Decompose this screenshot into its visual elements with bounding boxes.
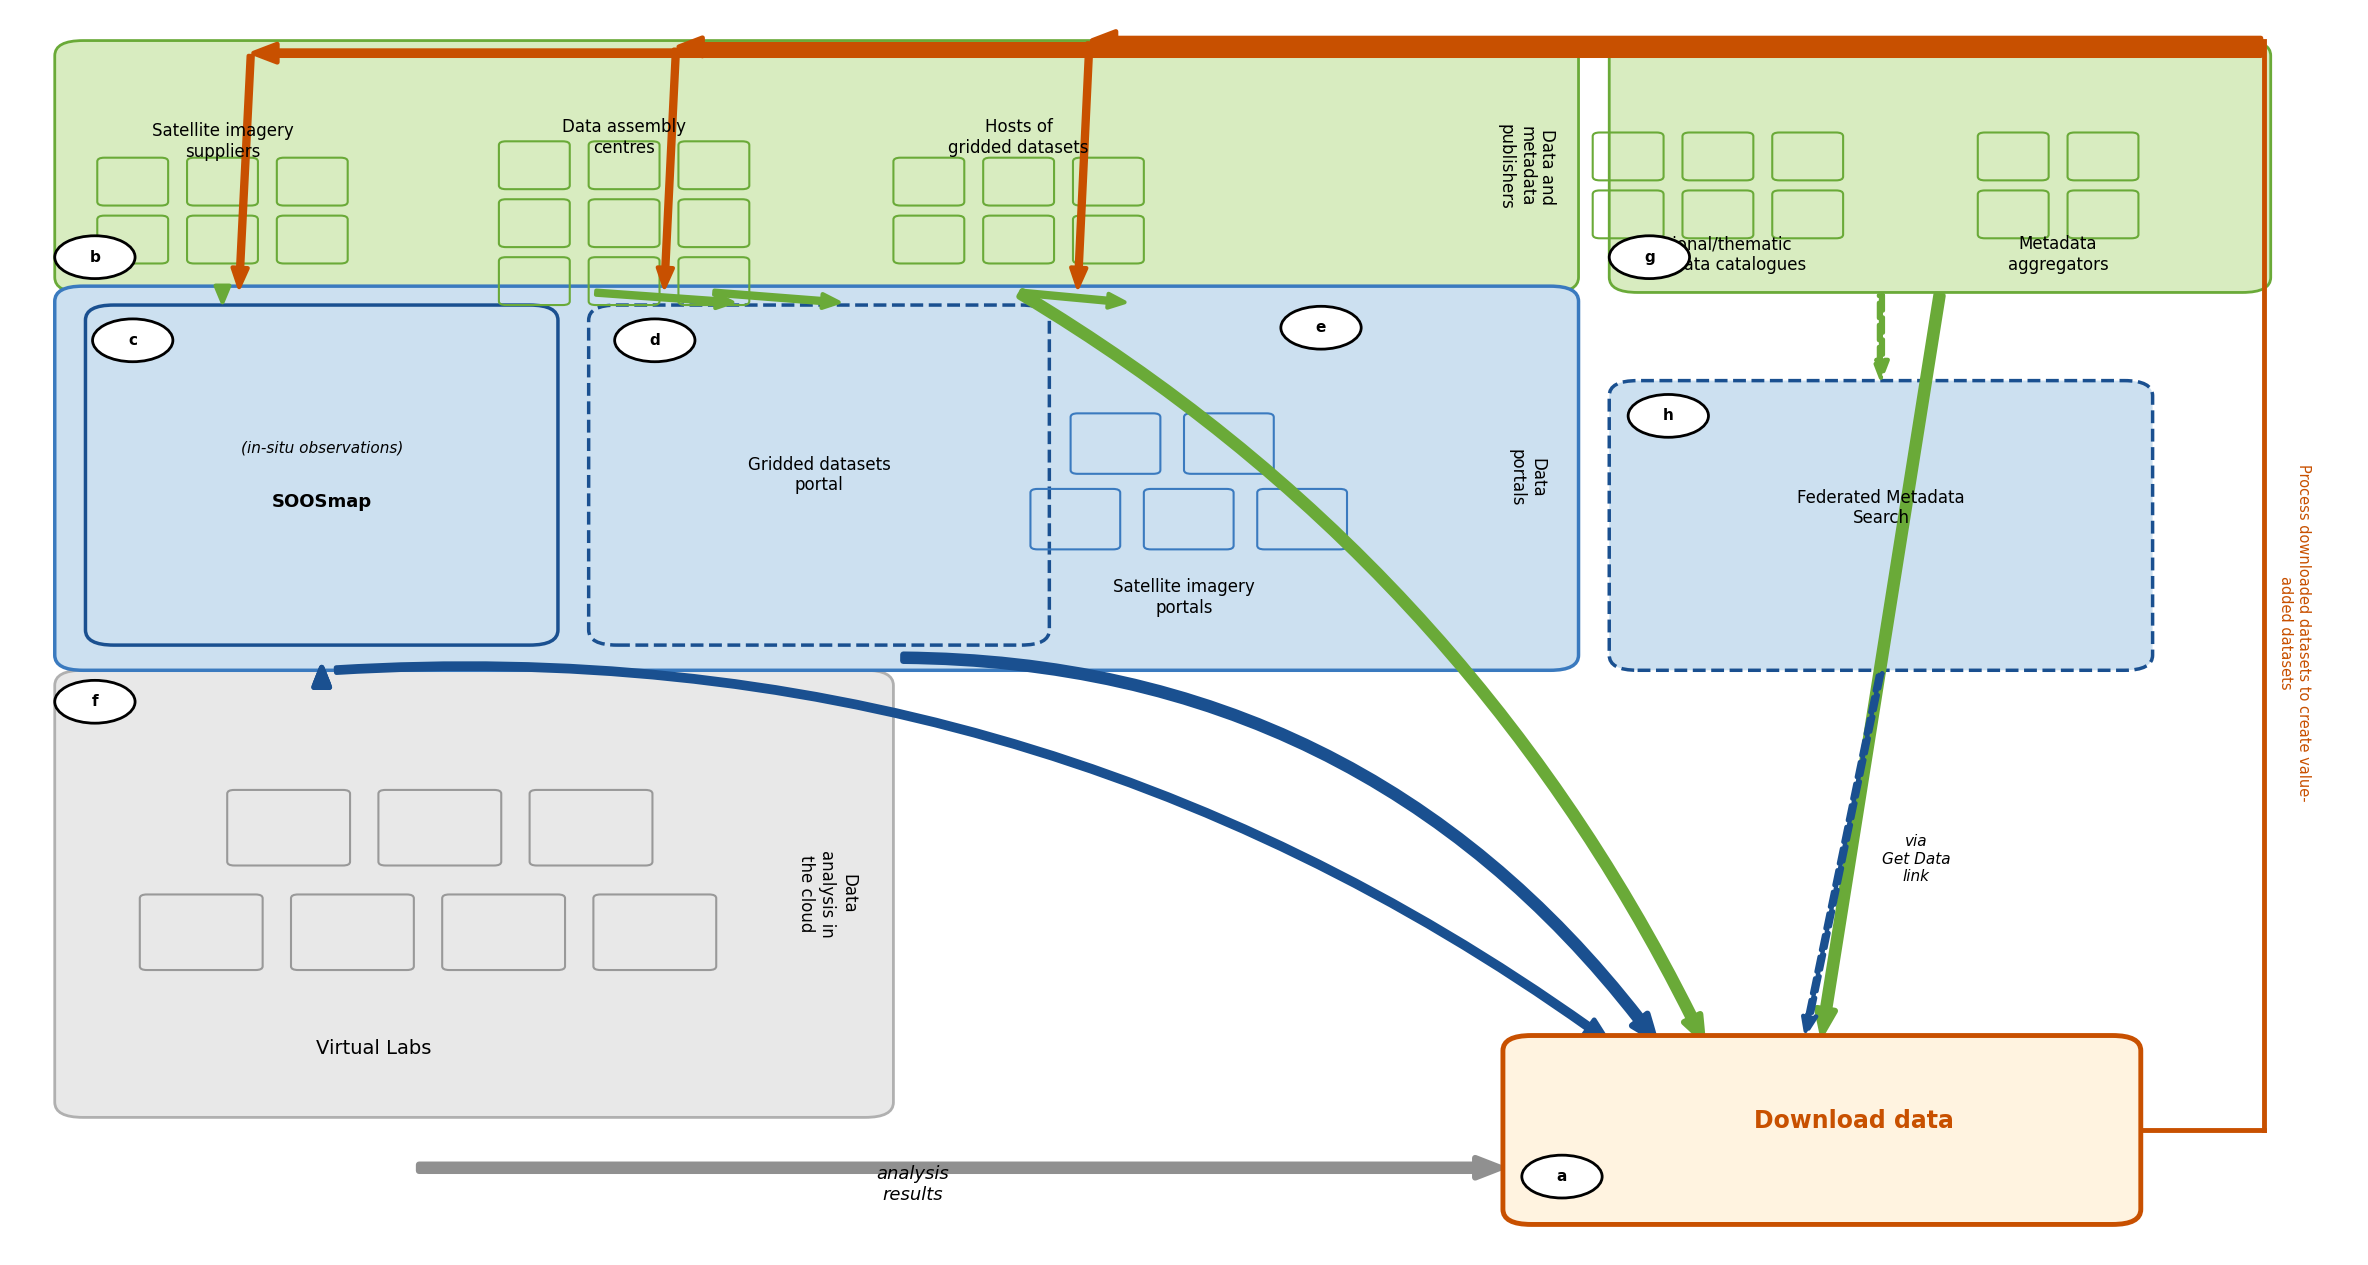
Text: g: g: [1643, 249, 1655, 264]
FancyArrowPatch shape: [336, 664, 1608, 1040]
Text: SOOSmap: SOOSmap: [272, 493, 372, 511]
Circle shape: [1523, 1155, 1603, 1198]
FancyArrowPatch shape: [1816, 295, 1942, 1032]
FancyArrowPatch shape: [1802, 673, 1883, 1032]
FancyArrowPatch shape: [253, 44, 2261, 62]
Text: Satellite imagery
suppliers: Satellite imagery suppliers: [152, 121, 294, 161]
FancyBboxPatch shape: [1610, 40, 2271, 292]
FancyArrowPatch shape: [315, 668, 329, 687]
FancyArrowPatch shape: [315, 668, 329, 687]
Text: e: e: [1317, 320, 1326, 335]
FancyArrowPatch shape: [315, 667, 329, 683]
FancyArrowPatch shape: [1070, 43, 1092, 287]
Circle shape: [616, 319, 694, 362]
Text: Gridded datasets
portal: Gridded datasets portal: [748, 455, 890, 495]
Text: Download data: Download data: [1755, 1108, 1954, 1132]
Text: via
Get Data
link: via Get Data link: [1883, 835, 1951, 884]
FancyArrowPatch shape: [658, 49, 677, 287]
FancyBboxPatch shape: [1610, 381, 2153, 670]
FancyBboxPatch shape: [54, 40, 1579, 292]
Text: b: b: [90, 249, 99, 264]
FancyArrowPatch shape: [902, 654, 1655, 1040]
Text: Process downloaded datasets to create value-
added datasets: Process downloaded datasets to create va…: [2278, 464, 2311, 801]
FancyArrowPatch shape: [1021, 291, 1125, 307]
FancyArrowPatch shape: [232, 56, 253, 287]
Text: h: h: [1662, 409, 1674, 424]
Circle shape: [92, 319, 173, 362]
Text: Satellite imagery
portals: Satellite imagery portals: [1113, 578, 1255, 616]
Text: a: a: [1556, 1169, 1568, 1184]
FancyBboxPatch shape: [590, 305, 1049, 645]
FancyBboxPatch shape: [54, 286, 1579, 670]
FancyArrowPatch shape: [597, 291, 732, 309]
FancyArrowPatch shape: [715, 291, 838, 307]
Circle shape: [1629, 395, 1707, 438]
FancyArrowPatch shape: [1873, 295, 1887, 378]
Circle shape: [1281, 306, 1362, 349]
Text: Data assembly
centres: Data assembly centres: [561, 118, 687, 157]
Text: analysis
results: analysis results: [876, 1165, 950, 1203]
Circle shape: [1610, 235, 1688, 278]
Text: (in-situ observations): (in-situ observations): [242, 440, 403, 455]
Text: Virtual Labs: Virtual Labs: [315, 1039, 431, 1058]
Text: c: c: [128, 333, 137, 348]
Text: Federated Metadata
Search: Federated Metadata Search: [1797, 488, 1965, 528]
Text: National/thematic
metadata catalogues: National/thematic metadata catalogues: [1629, 235, 1807, 275]
FancyArrowPatch shape: [1092, 32, 2261, 49]
FancyBboxPatch shape: [1504, 1036, 2141, 1225]
Text: Data
analysis in
the cloud: Data analysis in the cloud: [798, 850, 857, 937]
Circle shape: [54, 235, 135, 278]
FancyArrowPatch shape: [1018, 291, 1703, 1040]
Text: Data and
metadata
publishers: Data and metadata publishers: [1497, 124, 1556, 210]
Circle shape: [54, 681, 135, 724]
FancyBboxPatch shape: [85, 305, 559, 645]
FancyArrowPatch shape: [419, 1157, 1501, 1178]
FancyArrowPatch shape: [215, 286, 230, 302]
Text: d: d: [649, 333, 661, 348]
Text: f: f: [92, 694, 97, 710]
Text: Data
portals: Data portals: [1506, 449, 1546, 507]
Text: Hosts of
gridded datasets: Hosts of gridded datasets: [947, 118, 1089, 157]
FancyArrowPatch shape: [680, 38, 2261, 56]
Text: Metadata
aggregators: Metadata aggregators: [2008, 235, 2108, 275]
FancyBboxPatch shape: [54, 670, 893, 1117]
